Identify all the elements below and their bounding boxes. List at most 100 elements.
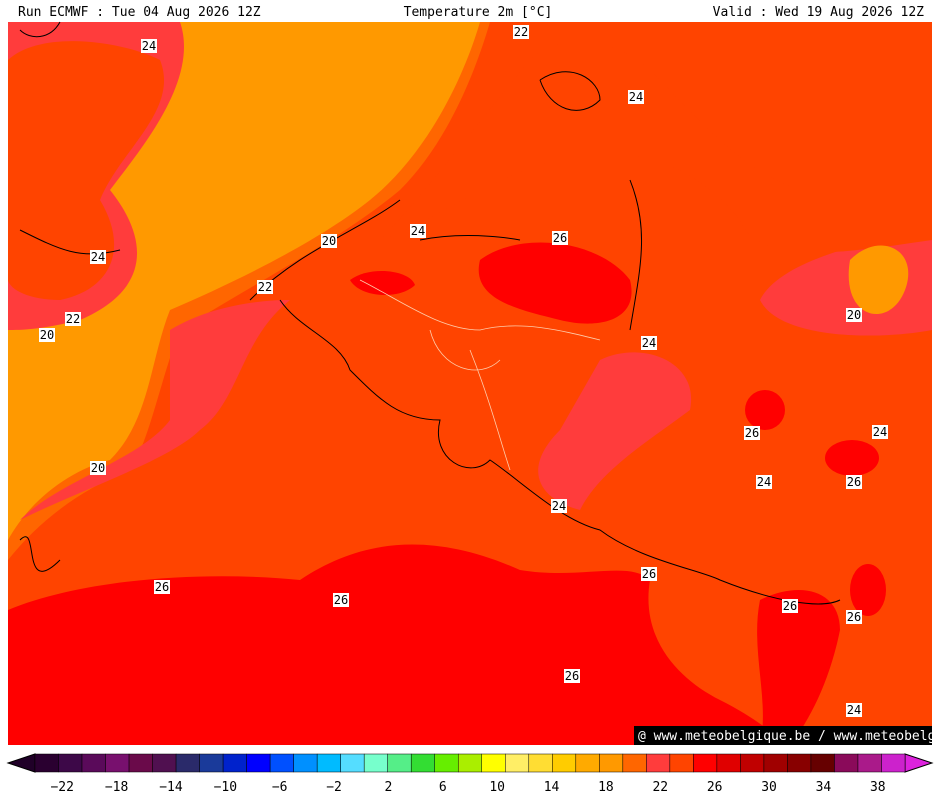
colorbar-label: 38 xyxy=(870,780,886,795)
colorbar-cell xyxy=(575,753,600,773)
colorbar-cell xyxy=(787,753,812,773)
colorbar-cell xyxy=(58,753,83,773)
band-uk-inner xyxy=(8,41,165,300)
contour-label-text: 26 xyxy=(334,593,348,607)
colorbar-label: 30 xyxy=(761,780,777,795)
contour-label-text: 20 xyxy=(322,234,336,248)
contour-label: 26 xyxy=(846,475,862,489)
contour-label-text: 22 xyxy=(258,280,272,294)
spot-26c xyxy=(850,564,886,616)
colorbar-cell xyxy=(410,753,435,773)
colorbar-label: 22 xyxy=(652,780,668,795)
contour-label-text: 26 xyxy=(847,610,861,624)
contour-label-box xyxy=(564,669,580,683)
colorbar-cell xyxy=(693,753,718,773)
colorbar-label: 34 xyxy=(816,780,832,795)
contour-label-box xyxy=(333,593,349,607)
contour-label-text: 26 xyxy=(565,669,579,683)
contour-label: 20 xyxy=(90,461,106,475)
contour-label-text: 26 xyxy=(642,567,656,581)
band-24-fr xyxy=(20,300,290,520)
band-26-se xyxy=(757,590,840,745)
colorbar-label: −18 xyxy=(105,780,128,795)
colorbar-cell xyxy=(34,753,59,773)
contour-label-box xyxy=(641,336,657,350)
band-26-de xyxy=(478,242,632,324)
colorbar-high xyxy=(904,753,934,773)
colorbar-cell xyxy=(669,753,694,773)
contour-label-box xyxy=(90,461,106,475)
colorbar-label: −6 xyxy=(272,780,288,795)
colorbar-cell xyxy=(763,753,788,773)
contour-label-box xyxy=(846,610,862,624)
colorbar-label: 26 xyxy=(707,780,723,795)
colorbar-cell xyxy=(340,753,365,773)
contour-label-box xyxy=(846,703,862,717)
colorbar-cell xyxy=(481,753,506,773)
colorbar-low xyxy=(6,753,36,773)
contour-label: 24 xyxy=(141,39,157,53)
contour-label: 26 xyxy=(552,231,568,245)
contour-labels: 24 22 24 24 20 24 26 22 22 20 20 24 20 26 24 26 24 24 26 26… xyxy=(39,25,888,717)
contour-label: 24 xyxy=(90,250,106,264)
colorbar-cell xyxy=(716,753,741,773)
contour-label: 24 xyxy=(551,499,567,513)
colorbar: −22 −18 −14 −10 −6 −2 2 6 10 14 18 22 26 30 34 38 xyxy=(6,753,934,795)
contour-label-box xyxy=(65,312,81,326)
contour-label-box xyxy=(513,25,529,39)
contour-label-text: 20 xyxy=(40,328,54,342)
colorbar-cell xyxy=(881,753,906,773)
colorbar-cell xyxy=(269,753,294,773)
contour-label: 24 xyxy=(756,475,772,489)
contour-label-text: 24 xyxy=(629,90,643,104)
colorbar-cell xyxy=(622,753,647,773)
band-24-north xyxy=(490,22,932,336)
contour-label-box xyxy=(39,328,55,342)
contour-label-box xyxy=(90,250,106,264)
contour-label-text: 24 xyxy=(411,224,425,238)
header-left: Run ECMWF : Tue 04 Aug 2026 12Z xyxy=(18,5,261,20)
contour-label: 22 xyxy=(65,312,81,326)
colorbar-label: 2 xyxy=(385,780,393,795)
contour-label: 20 xyxy=(846,308,862,322)
contour-label-box xyxy=(782,599,798,613)
contour-label: 26 xyxy=(154,580,170,594)
contour-label-text: 24 xyxy=(91,250,105,264)
colorbar-cell xyxy=(740,753,765,773)
contour-label: 20 xyxy=(39,328,55,342)
contour-label-box xyxy=(321,234,337,248)
contour-label: 24 xyxy=(628,90,644,104)
contour-label-text: 22 xyxy=(66,312,80,326)
contour-label-text: 24 xyxy=(873,425,887,439)
colorbar-cell xyxy=(293,753,318,773)
contour-label: 26 xyxy=(846,610,862,624)
contour-label-box xyxy=(846,475,862,489)
contour-label: 22 xyxy=(513,25,529,39)
band-24-lux xyxy=(538,352,692,510)
colorbar-label: −22 xyxy=(50,780,73,795)
spot-26b xyxy=(825,440,879,476)
contour-label-text: 24 xyxy=(142,39,156,53)
contour-label-box xyxy=(641,567,657,581)
contour-label: 26 xyxy=(333,593,349,607)
contour-label: 26 xyxy=(744,426,760,440)
colorbar-cell xyxy=(457,753,483,773)
contour-label-text: 24 xyxy=(642,336,656,350)
header-center: Temperature 2m [°C] xyxy=(404,5,553,20)
contour-label-box xyxy=(552,231,568,245)
header-right: Valid : Wed 19 Aug 2026 12Z xyxy=(713,5,924,20)
colorbar-cell xyxy=(222,753,247,773)
contour-label-box xyxy=(872,425,888,439)
contour-label-text: 20 xyxy=(847,308,861,322)
band-north-inner xyxy=(380,41,932,253)
contour-label-text: 26 xyxy=(783,599,797,613)
colorbar-cell xyxy=(834,753,859,773)
colorbar-label: −10 xyxy=(214,780,237,795)
colorbar-cell xyxy=(363,753,388,773)
colorbar-label: 10 xyxy=(489,780,505,795)
contour-label: 26 xyxy=(641,567,657,581)
colorbar-cell xyxy=(175,753,200,773)
colorbar-cell xyxy=(552,753,577,773)
colorbar-cell xyxy=(316,753,341,773)
